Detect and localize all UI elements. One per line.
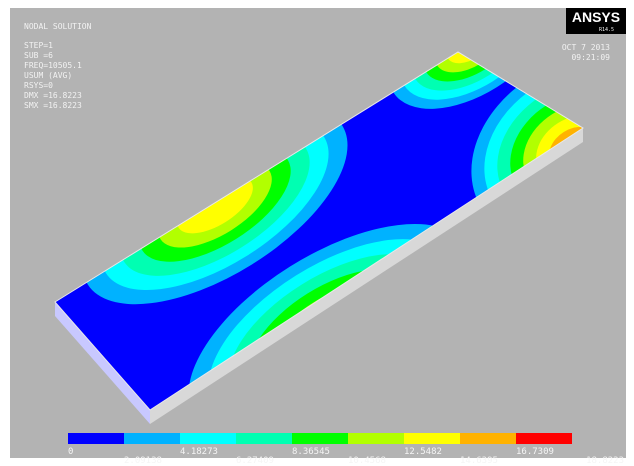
info-line: FREQ=10505.1 (24, 61, 82, 70)
info-line: SMX =16.8223 (24, 101, 82, 110)
legend-swatch (516, 433, 572, 444)
legend-label: 16.7309 (516, 447, 554, 457)
info-line: SUB =6 (24, 51, 53, 60)
title: NODAL SOLUTION (24, 22, 92, 31)
legend-swatch (404, 433, 460, 444)
plate-side (55, 302, 150, 424)
legend-label: 18.8223 (586, 456, 624, 466)
date: OCT 7 2013 (562, 43, 610, 52)
legend-swatch (180, 433, 236, 444)
legend-swatch (68, 433, 124, 444)
info-line: STEP=1 (24, 41, 53, 50)
legend-label: 4.18273 (180, 447, 218, 457)
legend-label: 12.5482 (404, 447, 442, 457)
info-line: USUM (AVG) (24, 71, 72, 80)
legend-label: 14.6395 (460, 456, 498, 466)
legend-label: 6.27409 (236, 456, 274, 466)
legend-label: 8.36545 (292, 447, 330, 457)
legend-label: 2.09138 (124, 456, 162, 466)
logo-box (566, 8, 626, 34)
plate-outline (54, 51, 584, 411)
time: 09:21:09 (571, 53, 610, 62)
logo: ANSYS (572, 9, 620, 25)
legend-swatch (236, 433, 292, 444)
info-line: DMX =16.8223 (24, 91, 82, 100)
plate-edge (150, 128, 583, 424)
legend-swatch (348, 433, 404, 444)
legend-label: 0 (68, 447, 73, 457)
info-line: RSYS=0 (24, 81, 53, 90)
legend-label: 10.4568 (348, 456, 386, 466)
legend-swatch (292, 433, 348, 444)
version: R14.5 (599, 27, 614, 33)
legend-swatch (460, 433, 516, 444)
legend-swatch (124, 433, 180, 444)
